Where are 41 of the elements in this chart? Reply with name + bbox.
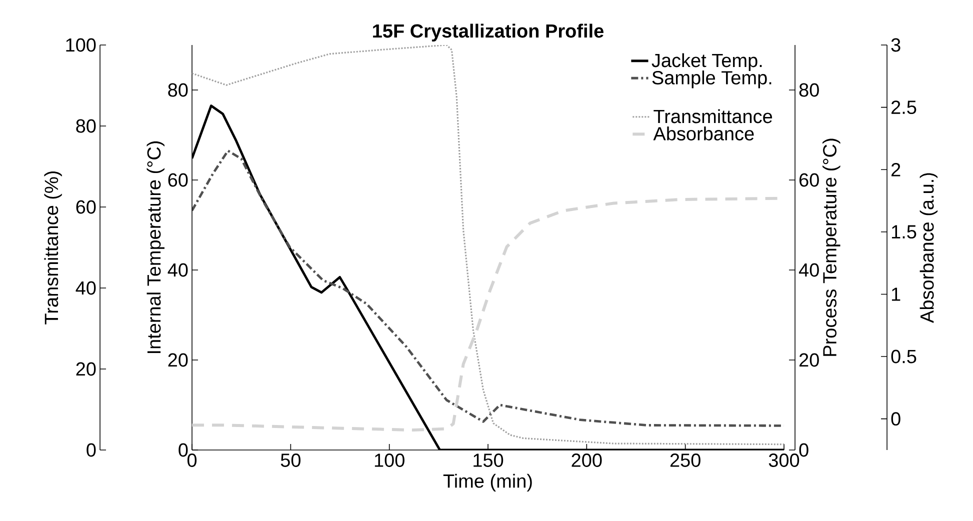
y2-tick-label: 0	[891, 412, 900, 426]
legend-label: Jacket Temp.	[652, 53, 762, 71]
x-axis-title: Time (min)	[443, 474, 532, 492]
line-series	[192, 44, 784, 446]
x-tick-label: 100	[374, 454, 404, 467]
x-tick-label: 50	[280, 454, 300, 467]
legend-label: Absorbance	[653, 126, 754, 140]
legend-label: Sample Temp.	[652, 70, 772, 88]
y2-axis-title: Process Temperature (°C)	[822, 138, 840, 356]
y2-tick-label: 40	[798, 263, 819, 277]
y-tick-label: 40	[76, 281, 96, 295]
legend-label: Transmittance	[654, 109, 772, 124]
y-tick-label: 80	[76, 119, 96, 133]
y-tick-label: 0	[178, 443, 188, 457]
y2-tick-label: 80	[799, 83, 819, 97]
y-tick-label: 60	[168, 173, 188, 187]
y-tick-label: 100	[66, 38, 96, 52]
x-tick-label: 200	[572, 454, 602, 467]
y2-tick-label: 0.5	[891, 350, 916, 364]
chart-title: 15F Crystallization Profile	[373, 24, 604, 42]
y-tick-label: 20	[168, 353, 188, 367]
x-tick-label: 150	[474, 454, 504, 467]
y2-tick-label: 2	[892, 162, 900, 176]
y2-tick-label: 1	[892, 288, 900, 301]
y2-tick-label: 60	[800, 173, 819, 187]
y2-tick-label: 2.5	[892, 100, 916, 114]
y2-tick-label: 3	[891, 38, 900, 52]
y-tick-label: 0	[86, 443, 96, 457]
y-axis-title: Transmittance (%)	[44, 171, 62, 324]
x-tick-label: 250	[670, 454, 700, 467]
y2-axis-title: Absorbance (a.u.)	[920, 173, 938, 323]
y-tick-label: 40	[168, 263, 188, 277]
y-tick-label: 20	[76, 362, 96, 376]
y-axis-title: Internal Temperature (°C)	[146, 141, 164, 354]
x-tick-label: 0	[187, 454, 197, 467]
y2-tick-label: 1.5	[892, 225, 916, 239]
x-tick-label: 300	[768, 454, 800, 467]
y2-tick-label: 20	[800, 353, 819, 367]
y2-tick-label: 0	[799, 443, 808, 457]
y-tick-label: 60	[76, 200, 96, 214]
y-tick-label: 80	[168, 83, 188, 97]
